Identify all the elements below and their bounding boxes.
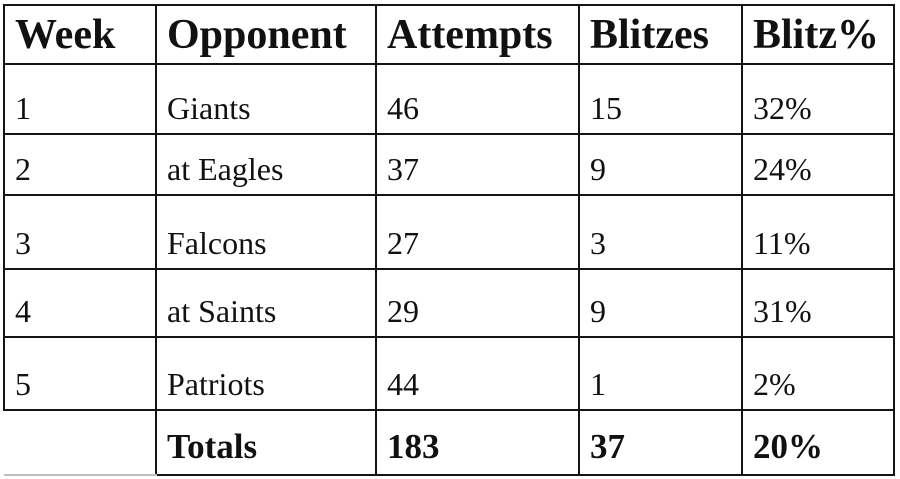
table-row-week1: 1 Giants 46 15 32%: [3, 63, 895, 135]
table-row-week3: 3 Falcons 27 3 11%: [3, 194, 895, 270]
cell-attempts: 46: [375, 63, 580, 135]
cell-attempts: 29: [375, 268, 580, 338]
cell-totals-blitzes: 37: [578, 409, 743, 476]
cell-totals-attempts: 183: [375, 409, 580, 476]
cell-week: 3: [3, 194, 157, 270]
cell-week: 5: [3, 336, 157, 411]
cell-blitzpct: 32%: [741, 63, 895, 135]
cell-blitzpct: 31%: [741, 268, 895, 338]
cell-blitzpct: 11%: [741, 194, 895, 270]
header-row: Week Opponent Attempts Blitzes Blitz%: [3, 4, 895, 65]
cell-blitzes: 3: [578, 194, 743, 270]
cell-week: 1: [3, 63, 157, 135]
cell-week: 2: [3, 133, 157, 196]
cell-attempts: 44: [375, 336, 580, 411]
cell-totals-label: Totals: [155, 409, 377, 476]
blitz-stats-table: Week Opponent Attempts Blitzes Blitz% 1 …: [3, 4, 895, 476]
cell-opponent: at Saints: [155, 268, 377, 338]
cell-week: 4: [3, 268, 157, 338]
totals-row: Totals 183 37 20%: [4, 409, 895, 476]
cell-opponent: at Eagles: [155, 133, 377, 196]
table-row-week2: 2 at Eagles 37 9 24%: [3, 133, 895, 196]
cell-attempts: 27: [375, 194, 580, 270]
cell-blitzes: 1: [578, 336, 743, 411]
cell-attempts: 37: [375, 133, 580, 196]
cell-blitzpct: 24%: [741, 133, 895, 196]
cell-opponent: Patriots: [155, 336, 377, 411]
cell-blitzes: 15: [578, 63, 743, 135]
table-row-week5: 5 Patriots 44 1 2%: [3, 336, 895, 411]
col-header-blitzes: Blitzes: [578, 4, 743, 65]
cell-blitzes: 9: [578, 268, 743, 338]
cell-totals-week-empty: [4, 409, 157, 476]
col-header-week: Week: [3, 4, 157, 65]
col-header-blitzpct: Blitz%: [741, 4, 895, 65]
cell-blitzpct: 2%: [741, 336, 895, 411]
cell-blitzes: 9: [578, 133, 743, 196]
table-row-week4: 4 at Saints 29 9 31%: [3, 268, 895, 338]
cell-opponent: Falcons: [155, 194, 377, 270]
cell-totals-blitzpct: 20%: [741, 409, 895, 476]
cell-opponent: Giants: [155, 63, 377, 135]
col-header-attempts: Attempts: [375, 4, 580, 65]
col-header-opponent: Opponent: [155, 4, 377, 65]
